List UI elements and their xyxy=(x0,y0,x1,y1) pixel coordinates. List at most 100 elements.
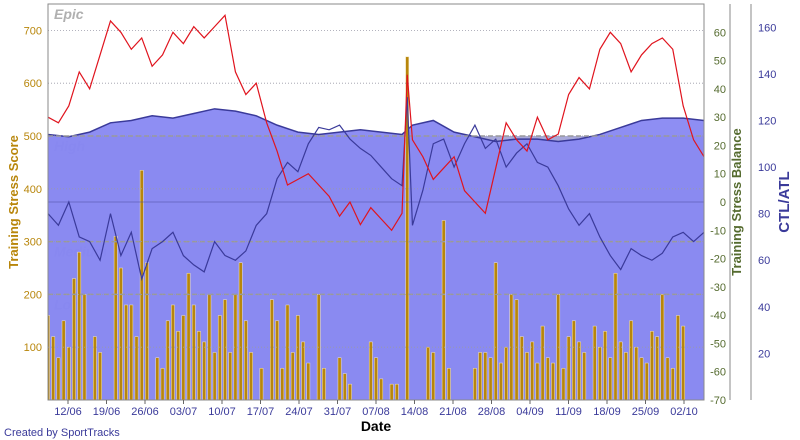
x-tick-label: 26/06 xyxy=(131,406,159,418)
tsb-tick-label: 30 xyxy=(714,112,726,124)
x-tick-label: 03/07 xyxy=(170,406,198,418)
tss-bar xyxy=(119,267,123,400)
tss-bar xyxy=(447,368,451,400)
tsb-tick-label: 20 xyxy=(714,140,726,152)
tss-bar xyxy=(488,357,493,400)
tss-bar xyxy=(676,315,680,400)
tss-bar xyxy=(504,346,509,400)
tss-bar xyxy=(171,304,175,400)
x-tick-label: 21/08 xyxy=(439,406,467,418)
ctl-atl-tick-label: 120 xyxy=(758,115,776,127)
tss-bar xyxy=(217,315,222,400)
x-tick-label: 25/09 xyxy=(632,406,660,418)
tss-bar xyxy=(259,368,264,400)
tss-bar xyxy=(592,325,597,400)
x-axis-title: Date xyxy=(361,418,392,434)
tss-bar xyxy=(603,331,607,400)
tss-bar xyxy=(249,352,253,400)
tss-bar xyxy=(181,315,186,400)
tss-axis-title: Training Stress Score xyxy=(6,135,21,269)
tss-bar-series xyxy=(48,56,686,400)
tss-bar xyxy=(598,346,602,400)
tsb-tick-label: 10 xyxy=(714,169,726,181)
tss-bar xyxy=(368,341,373,400)
tss-bar xyxy=(270,299,274,400)
tss-bar xyxy=(624,352,628,400)
tss-bar xyxy=(629,320,633,400)
tss-bar xyxy=(212,352,217,400)
tss-bar xyxy=(202,341,207,400)
tss-bar xyxy=(98,352,102,400)
tss-bar xyxy=(165,320,170,400)
tss-bar xyxy=(514,299,519,400)
tss-bar xyxy=(197,331,201,400)
tss-bar xyxy=(561,368,566,400)
tss-bar xyxy=(655,336,659,400)
tss-bar xyxy=(322,368,326,400)
tss-bar xyxy=(61,320,66,400)
x-tick-label: 04/09 xyxy=(516,406,544,418)
tss-bar xyxy=(77,251,82,400)
ctl-atl-tick-label: 140 xyxy=(758,69,776,81)
gridlines xyxy=(48,29,704,348)
x-tick-label: 12/06 xyxy=(54,406,82,418)
tss-bar xyxy=(176,331,181,400)
tss-bar xyxy=(571,320,576,400)
tss-bar xyxy=(186,273,191,400)
tss-tick-label: 100 xyxy=(24,342,42,354)
tss-bar xyxy=(155,357,160,400)
tss-bar xyxy=(56,357,61,400)
tss-tick-label: 400 xyxy=(24,184,42,196)
tss-bar xyxy=(431,352,436,400)
tss-bar xyxy=(348,383,352,400)
tsb-tick-label: -60 xyxy=(710,367,726,379)
tss-bar xyxy=(113,236,118,400)
tsb-tick-label: -40 xyxy=(710,310,726,322)
tsb-tick-label: -20 xyxy=(710,254,726,266)
tss-bar xyxy=(296,315,300,400)
tss-bar xyxy=(566,336,571,400)
tss-bar xyxy=(441,220,446,400)
tss-bar xyxy=(160,368,165,400)
tss-bar xyxy=(665,357,670,400)
x-tick-label: 19/06 xyxy=(93,406,121,418)
tss-bar xyxy=(499,362,503,400)
tss-bar xyxy=(290,352,295,400)
credit-link[interactable]: Created by SportTracks xyxy=(4,427,120,439)
tsb-tick-label: -50 xyxy=(710,338,726,350)
ctl-atl-tick-label: 20 xyxy=(758,348,770,360)
tss-bar xyxy=(650,331,654,400)
band-label-epic: Epic xyxy=(54,6,84,22)
tss-bar xyxy=(530,341,535,400)
tss-bar xyxy=(394,383,399,400)
tss-bar xyxy=(519,336,524,400)
tsb-axis-title: Training Stress Balance xyxy=(729,128,744,275)
tss-tick-label: 700 xyxy=(24,25,42,37)
tsb-line xyxy=(48,14,704,232)
tss-bar xyxy=(618,341,623,400)
tss-bar xyxy=(238,262,243,400)
x-tick-label: 02/10 xyxy=(670,406,698,418)
tss-bar xyxy=(540,325,545,400)
tsb-line-series xyxy=(48,14,704,232)
atl-line xyxy=(48,97,704,282)
tss-bar xyxy=(145,262,149,400)
tss-bar xyxy=(389,383,394,400)
tss-bar xyxy=(644,362,649,400)
ctl-atl-tick-label: 160 xyxy=(758,22,776,34)
tss-bar xyxy=(426,346,430,400)
tss-bar xyxy=(337,357,342,400)
tss-bar xyxy=(275,320,279,400)
tss-bar xyxy=(280,368,285,400)
tss-bar xyxy=(66,346,71,400)
x-tick-label: 31/07 xyxy=(324,406,352,418)
tss-bar xyxy=(93,336,97,400)
tss-tick-label: 600 xyxy=(24,78,42,90)
ctl-atl-tick-label: 80 xyxy=(758,209,770,221)
tss-bar xyxy=(306,362,311,400)
tsb-tick-label: 40 xyxy=(714,84,726,96)
tss-bar xyxy=(670,368,675,400)
ctl-area xyxy=(48,108,704,400)
